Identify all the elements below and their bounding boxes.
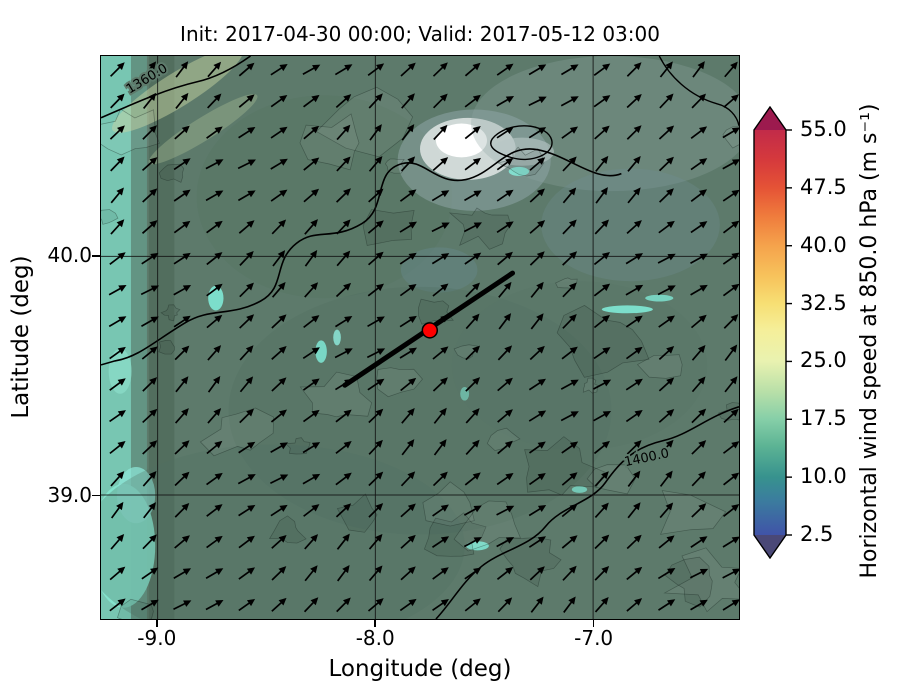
colorbar	[753, 106, 792, 559]
colorbar-tick-label: 2.5	[800, 522, 834, 546]
x-tick-mark	[374, 620, 376, 627]
wind-arrows-layer	[108, 61, 739, 613]
x-tick-label: -8.0	[355, 626, 395, 650]
colorbar-under-arrow	[754, 535, 786, 558]
y-tick-mark	[92, 494, 100, 497]
x-axis-label: Longitude (deg)	[328, 656, 512, 682]
x-tick-label: -7.0	[574, 626, 614, 650]
colorbar-label: Horizontal wind speed at 850.0 hPa (m s⁻…	[857, 103, 882, 579]
y-tick-label: 40.0	[47, 243, 92, 268]
colorbar-tick-label: 55.0	[800, 117, 847, 141]
colorbar-tick-label: 40.0	[800, 232, 847, 257]
x-tick-mark	[592, 620, 595, 627]
grid-lines	[101, 56, 739, 619]
colorbar-gradient	[754, 130, 786, 535]
colorbar-tick-label: 10.0	[800, 464, 847, 489]
cross-section-marker	[421, 322, 439, 339]
colorbar-tick-label: 32.5	[800, 290, 847, 315]
colorbar-tick-label: 47.5	[800, 174, 847, 199]
x-tick-label: -9.0	[137, 626, 177, 650]
y-tick-mark	[92, 255, 100, 257]
colorbar-tick-label: 25.0	[800, 348, 847, 373]
plot-title: Init: 2017-04-30 00:00; Valid: 2017-05-1…	[180, 22, 660, 46]
colorbar-tick-label: 17.5	[800, 406, 847, 431]
x-tick-mark	[156, 620, 158, 627]
terrain-contour-texture	[101, 86, 739, 619]
map-plot: 1360.0 1400.0	[100, 55, 740, 620]
y-axis-label: Latitude (deg)	[8, 255, 34, 419]
colorbar-over-arrow	[754, 107, 786, 130]
y-tick-label: 39.0	[47, 482, 92, 507]
